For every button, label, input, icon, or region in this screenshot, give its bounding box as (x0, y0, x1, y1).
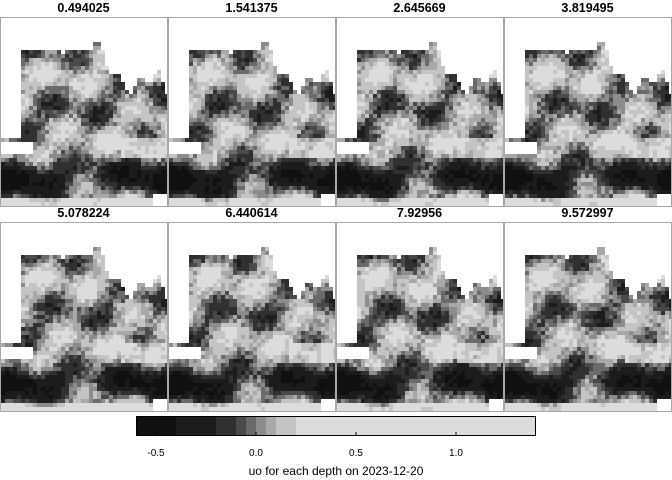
legend-color-bin (276, 416, 297, 436)
raster-map (1, 247, 167, 411)
panel-title: 5.078224 (57, 206, 110, 220)
legend-color-bin (296, 416, 536, 436)
panel-map (0, 222, 168, 412)
panel-map (336, 222, 504, 412)
legend-color-bin (266, 416, 277, 436)
panel-map (504, 222, 672, 412)
legend-color-bin (236, 416, 247, 436)
panel-title: 1.541375 (225, 1, 278, 15)
raster-map (505, 42, 671, 206)
panel-map (336, 17, 504, 207)
panel-map (168, 17, 336, 207)
raster-map (337, 42, 503, 206)
panel-map (168, 222, 336, 412)
legend-color-bin (136, 416, 177, 436)
legend-color-bin (176, 416, 217, 436)
panel-title: 6.440614 (225, 206, 278, 220)
legend-tick-label: -0.5 (147, 448, 165, 459)
legend-tick-label: 0.0 (249, 448, 263, 459)
legend-color-bin (256, 416, 267, 436)
legend-tick-label: 0.5 (349, 448, 363, 459)
panel-title: 9.572997 (561, 206, 614, 220)
raster-map (1, 42, 167, 206)
raster-map (337, 247, 503, 411)
legend-tick-label: 1.0 (449, 448, 463, 459)
legend-color-bin (216, 416, 237, 436)
raster-map (505, 247, 671, 411)
legend-title: uo for each depth on 2023-12-20 (248, 464, 424, 478)
panel-title: 0.494025 (57, 1, 110, 15)
panel-map (0, 17, 168, 207)
panel-title: 3.819495 (561, 1, 614, 15)
legend-frame (136, 416, 536, 436)
panel-title: 7.92956 (396, 206, 443, 220)
raster-map (169, 247, 335, 411)
legend-color-bin (246, 416, 257, 436)
raster-map (169, 42, 335, 206)
color-legend-bar (136, 416, 536, 436)
panel-map (504, 17, 672, 207)
panel-title: 2.645669 (393, 1, 446, 15)
